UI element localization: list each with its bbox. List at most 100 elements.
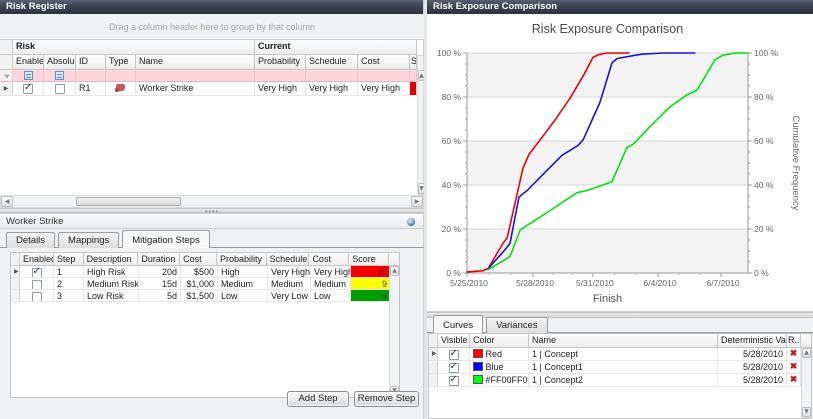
mit-schedule-cell[interactable]: Medium	[268, 278, 311, 289]
risk-grid-vscrollbar[interactable]: ▲ ▼	[417, 55, 424, 195]
mit-duration-cell[interactable]: 5d	[139, 290, 181, 301]
tab-mitigation-steps[interactable]: Mitigation Steps	[122, 230, 210, 248]
tab-details[interactable]: Details	[6, 232, 55, 248]
mit-col-step[interactable]: Step	[54, 253, 84, 266]
mit-probability-cell[interactable]: Low	[218, 290, 268, 301]
mit-col-enabled[interactable]: Enabled	[20, 253, 54, 266]
risk-absolute-cell[interactable]	[44, 82, 76, 95]
mit-col-probability[interactable]: Probability	[217, 253, 267, 266]
filter-checkbox-icon[interactable]	[24, 71, 33, 80]
curve-value-cell[interactable]: 5/28/2010	[718, 348, 787, 360]
tab-mappings[interactable]: Mappings	[58, 232, 119, 248]
tab-curves[interactable]: Curves	[433, 315, 483, 333]
remove-step-button[interactable]: Remove Step	[354, 391, 419, 407]
col-type[interactable]: Type	[106, 55, 136, 70]
col-id[interactable]: ID	[76, 55, 106, 70]
mit-score-cell[interactable]: 9	[351, 278, 391, 289]
filter-enabled-cell[interactable]	[13, 70, 44, 81]
mitigation-row[interactable]: 2 Medium Risk 15d $1,000 Medium Medium M…	[11, 278, 399, 290]
scroll-left-icon[interactable]: ◀	[1, 196, 13, 207]
enabled-checkbox[interactable]	[32, 292, 42, 301]
visible-checkbox[interactable]	[449, 363, 459, 373]
risk-id-cell[interactable]: R1	[76, 82, 106, 95]
mit-step-cell[interactable]: 3	[54, 290, 84, 301]
remove-curve-icon[interactable]: ✖	[787, 348, 801, 360]
mit-step-cell[interactable]: 1	[54, 266, 84, 277]
mit-description-cell[interactable]: High Risk	[84, 266, 139, 277]
col-score[interactable]: Sc	[410, 55, 417, 70]
col-probability[interactable]: Probability	[255, 55, 306, 70]
mit-col-duration[interactable]: Duration	[138, 253, 180, 266]
col-enabled[interactable]: Enabled	[13, 55, 44, 70]
mit-enabled-cell[interactable]	[20, 278, 54, 289]
band-current[interactable]: Current	[255, 40, 417, 55]
mit-enabled-cell[interactable]	[20, 266, 54, 277]
enabled-checkbox[interactable]	[23, 84, 33, 94]
mit-schedule-cell[interactable]: Very Low	[268, 290, 311, 301]
col-absolute[interactable]: Absolu...	[44, 55, 76, 70]
remove-curve-icon[interactable]: ✖	[787, 374, 801, 386]
mitigation-row[interactable]: 3 Low Risk 5d $1,500 Low Very Low Low 4	[11, 290, 399, 302]
hscroll-thumb[interactable]	[76, 197, 181, 206]
mit-duration-cell[interactable]: 20d	[139, 266, 181, 277]
add-step-button[interactable]: Add Step	[287, 391, 349, 407]
absolute-checkbox[interactable]	[55, 84, 65, 94]
curve-color-cell[interactable]: Red	[470, 348, 529, 360]
visible-checkbox[interactable]	[449, 376, 459, 386]
curve-name-cell[interactable]: 1 | Concept	[529, 348, 718, 360]
mit-duration-cell[interactable]: 15d	[139, 278, 181, 289]
filter-schedule-cell[interactable]	[306, 70, 358, 81]
mit-cost-cell[interactable]: $1,000	[181, 278, 218, 289]
risk-name-cell[interactable]: Worker Strike	[136, 82, 255, 95]
mit-col-description[interactable]: Description	[84, 253, 139, 266]
mit-description-cell[interactable]: Low Risk	[84, 290, 139, 301]
scroll-down-icon[interactable]: ▼	[802, 407, 811, 417]
col-deterministic-value[interactable]: Deterministic Value	[718, 334, 787, 348]
risk-probability-cell[interactable]: Very High	[255, 82, 306, 95]
enabled-checkbox[interactable]	[32, 268, 42, 277]
mit-cost2-cell[interactable]: Medium	[311, 278, 351, 289]
filter-type-cell[interactable]	[106, 70, 136, 81]
filter-cost-cell[interactable]	[358, 70, 410, 81]
tab-variances[interactable]: Variances	[486, 317, 548, 333]
pin-icon[interactable]	[407, 218, 415, 226]
curve-color-cell[interactable]: #FF00FF00	[470, 374, 529, 386]
mit-probability-cell[interactable]: Medium	[218, 278, 268, 289]
curves-vscrollbar[interactable]: ▲ ▼	[801, 348, 811, 418]
curve-name-cell[interactable]: 1 | Concept1	[529, 361, 718, 373]
mitigation-vscrollbar[interactable]: ▲ ▼	[389, 266, 399, 397]
mit-schedule-cell[interactable]: Very High	[268, 266, 311, 277]
visible-checkbox[interactable]	[449, 350, 459, 360]
mit-cost-cell[interactable]: $1,500	[181, 290, 218, 301]
risk-type-cell[interactable]	[106, 82, 136, 95]
risk-grid-hscrollbar[interactable]: ◀ ▶	[0, 195, 424, 208]
filter-checkbox-icon[interactable]	[55, 71, 64, 80]
scroll-up-icon[interactable]: ▲	[802, 348, 811, 358]
curve-name-cell[interactable]: 1 | Concept2	[529, 374, 718, 386]
col-remove[interactable]: R...	[787, 334, 801, 348]
curve-row[interactable]: ▶ Red 1 | Concept 5/28/2010 ✖	[429, 348, 811, 361]
mit-col-score[interactable]: Score	[349, 253, 389, 266]
mit-probability-cell[interactable]: High	[218, 266, 268, 277]
mit-cost2-cell[interactable]: Low	[311, 290, 351, 301]
mit-step-cell[interactable]: 2	[54, 278, 84, 289]
mitigation-row[interactable]: ▶ 1 High Risk 20d $500 High Very High Ve…	[11, 266, 399, 278]
filter-absolute-cell[interactable]	[44, 70, 76, 81]
scroll-right-icon[interactable]: ▶	[411, 196, 423, 207]
col-cost[interactable]: Cost	[358, 55, 410, 70]
mit-score-cell[interactable]: 20	[351, 266, 391, 277]
risk-cost-cell[interactable]: Very High	[358, 82, 410, 95]
col-visible[interactable]: Visible	[438, 334, 470, 348]
col-name[interactable]: Name	[136, 55, 255, 70]
curve-row[interactable]: #FF00FF00 1 | Concept2 5/28/2010 ✖	[429, 374, 811, 387]
curve-row[interactable]: Blue 1 | Concept1 5/28/2010 ✖	[429, 361, 811, 374]
risk-enabled-cell[interactable]	[13, 82, 44, 95]
band-risk[interactable]: Risk	[13, 40, 255, 55]
mit-col-cost[interactable]: Cost	[180, 253, 217, 266]
curve-visible-cell[interactable]	[438, 374, 470, 386]
col-curve-name[interactable]: Name	[529, 334, 718, 348]
group-by-bar[interactable]: Drag a column header here to group by th…	[0, 14, 424, 40]
mit-cost2-cell[interactable]: Very High	[311, 266, 351, 277]
risk-score-cell[interactable]	[410, 82, 417, 95]
curve-visible-cell[interactable]	[438, 348, 470, 360]
